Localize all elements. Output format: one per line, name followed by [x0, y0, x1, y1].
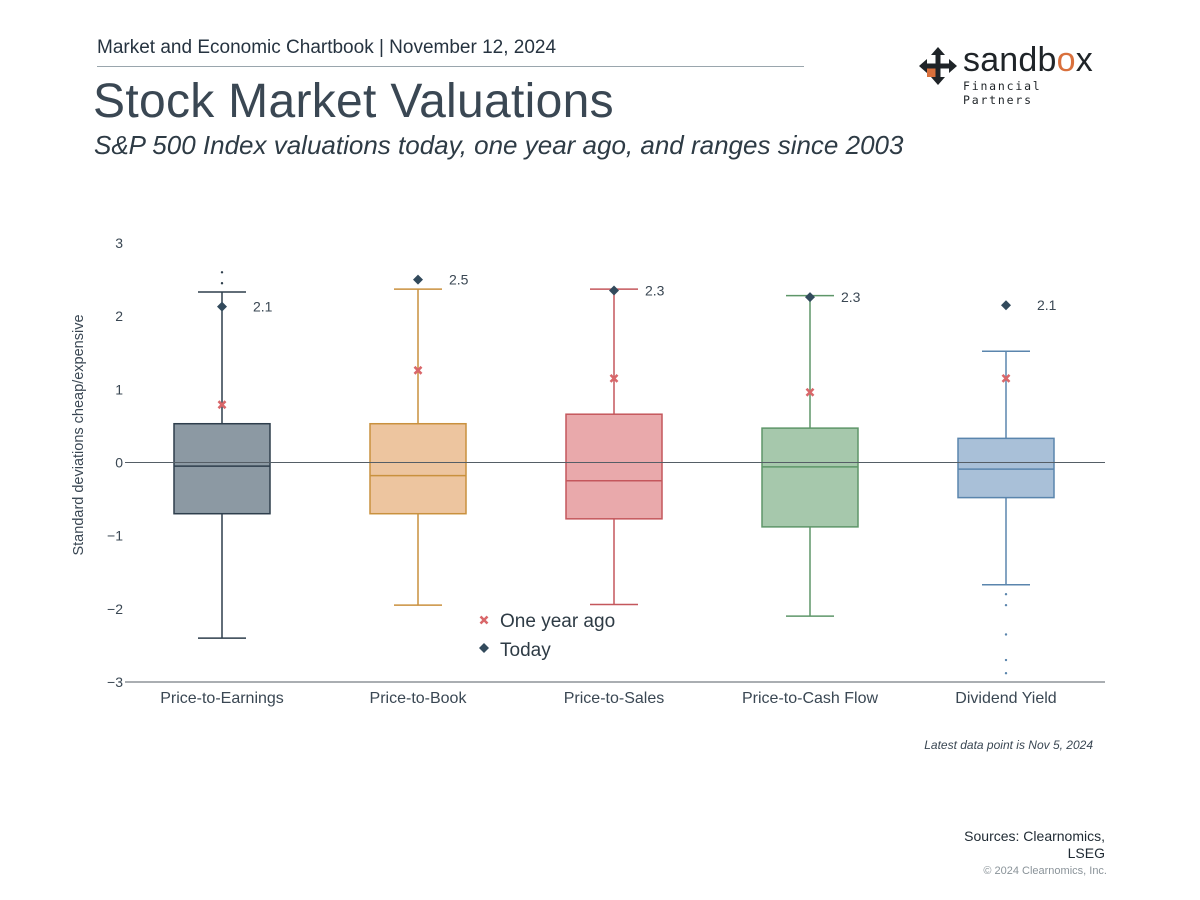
x-category-label: Dividend Yield — [955, 690, 1056, 707]
outlier-point — [1004, 672, 1008, 675]
x-category-label: Price-to-Cash Flow — [742, 690, 878, 707]
one-year-ago-marker — [805, 387, 815, 397]
y-tick-label: 2 — [115, 308, 123, 324]
legend-today-label: Today — [500, 640, 551, 661]
outlier-point — [1004, 593, 1008, 596]
legend-today-icon — [479, 643, 489, 653]
sources: Sources: Clearnomics, LSEG — [964, 828, 1105, 862]
logo-tagline: Financial Partners — [963, 79, 1042, 107]
today-value-label: 2.3 — [645, 283, 665, 299]
box-iqr — [369, 422, 467, 515]
x-category-label: Price-to-Book — [370, 690, 468, 707]
today-marker — [805, 292, 815, 303]
x-category-label: Price-to-Earnings — [160, 690, 284, 707]
y-tick-label: 3 — [115, 235, 123, 251]
sources-line-2: LSEG — [1067, 845, 1105, 861]
box-iqr — [565, 413, 663, 520]
legend-one-year-ago-icon — [479, 615, 489, 625]
page-title: Stock Market Valuations — [93, 75, 614, 128]
logo-wordmark: sandbox — [963, 41, 1093, 79]
y-tick-label: 0 — [115, 455, 123, 471]
legend-one-year-ago-label: One year ago — [500, 611, 615, 632]
today-value-label: 2.1 — [1037, 297, 1057, 313]
sandbox-logo: sandbox Financial Partners — [918, 41, 1098, 107]
latest-data-note: Latest data point is Nov 5, 2024 — [924, 738, 1093, 752]
arrows-logo-icon — [919, 47, 957, 85]
today-value-label: 2.3 — [841, 289, 861, 305]
header-rule — [97, 66, 804, 67]
one-year-ago-marker — [217, 400, 227, 410]
page-subtitle: S&P 500 Index valuations today, one year… — [94, 130, 904, 160]
today-marker — [217, 301, 227, 312]
today-marker — [609, 285, 619, 296]
x-category-label: Price-to-Sales — [564, 690, 664, 707]
box-iqr — [957, 437, 1055, 499]
sources-line-1: Sources: Clearnomics, — [964, 828, 1105, 844]
today-value-label: 2.5 — [449, 272, 469, 288]
outlier-point — [1004, 603, 1008, 607]
copyright: © 2024 Clearnomics, Inc. — [983, 865, 1107, 877]
today-marker — [1001, 300, 1011, 311]
one-year-ago-marker — [413, 365, 423, 375]
y-tick-label: −1 — [107, 528, 123, 544]
outlier-point — [1004, 658, 1008, 662]
y-tick-label: −2 — [107, 601, 123, 617]
outlier-point — [220, 271, 224, 274]
outlier-point — [220, 282, 224, 285]
y-tick-label: 1 — [115, 381, 123, 397]
today-value-label: 2.1 — [253, 299, 273, 315]
box-iqr — [761, 427, 859, 528]
y-tick-label: −3 — [107, 674, 123, 690]
y-axis-title: Standard deviations cheap/expensive — [71, 314, 87, 555]
one-year-ago-marker — [609, 373, 619, 383]
box-iqr — [173, 422, 271, 515]
outlier-point — [1004, 633, 1008, 636]
one-year-ago-marker — [1001, 373, 1011, 383]
today-marker — [413, 274, 423, 285]
chartbook-header: Market and Economic Chartbook | November… — [97, 37, 557, 58]
